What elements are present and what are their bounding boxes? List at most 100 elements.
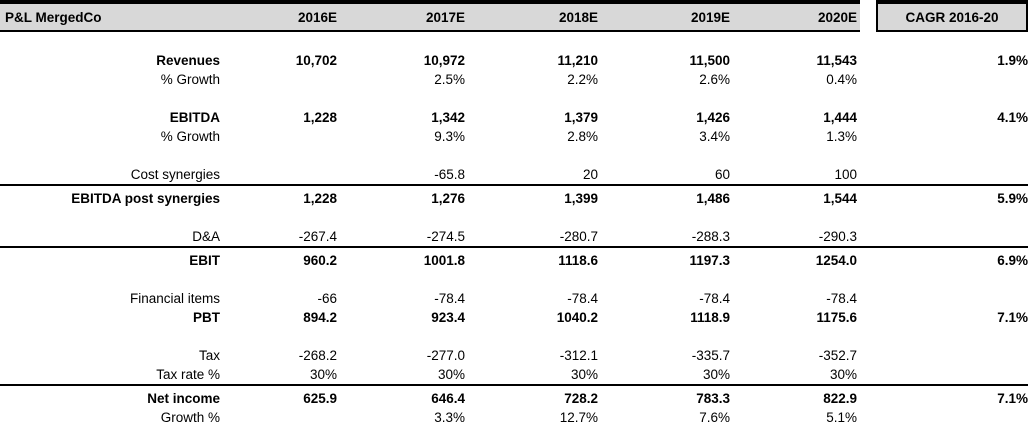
value-cell: 1197.3 [598,246,730,270]
value-cell: 5.1% [826,410,857,425]
value-cell: 1,426 [696,110,730,125]
value-cell: -78.4 [567,291,598,306]
value-cell: 1040.2 [556,310,598,325]
value-cell: -352.7 [818,348,857,363]
value-cell [220,127,337,146]
value-cell: 1,342 [431,110,465,125]
spacer-cell [0,270,1028,289]
value-cell: 10,702 [295,53,337,68]
value-cell: 1118.6 [465,246,598,270]
spacer-cell [0,32,1028,51]
row-label: % Growth [160,129,220,144]
table-row: EBIT 960.2 1001.8 1118.6 1197.3 1254.0 6.9% [0,246,1028,270]
column-header-2020e: 2020E [817,9,857,25]
cagr-cell [857,289,1028,308]
value-cell: 728.2 [465,384,598,408]
table-row: Growth % 3.3% 12.7% 7.6% 5.1% [0,408,1028,427]
cagr-cell: 1.9% [997,53,1028,68]
value-cell: -290.3 [818,229,857,244]
value-cell: 923.4 [431,310,465,325]
row-label: PBT [193,310,220,325]
value-cell: 2.2% [567,72,598,87]
table-title: P&L MergedCo [5,9,102,25]
value-cell [220,165,337,185]
value-cell: 894.2 [303,310,337,325]
value-cell: 1,228 [303,110,337,125]
table-row: Cost synergies -65.8 20 60 100 [0,165,1028,185]
value-cell: -277.0 [426,348,465,363]
table-header-row: P&L MergedCo 2016E 2017E 2018E 2019E 202… [0,0,1028,32]
row-label: Growth % [160,410,220,425]
cagr-cell: 7.1% [997,310,1028,325]
value-cell: 12.7% [559,410,598,425]
value-cell: 1118.9 [690,310,730,325]
spacer-cell [0,89,1028,108]
value-cell: 1,486 [598,184,730,208]
cagr-cell [857,365,1028,385]
value-cell: -65.8 [434,167,465,182]
spacer-row [0,146,1028,165]
spacer-cell [0,208,1028,227]
table-row: D&A -267.4 -274.5 -280.7 -288.3 -290.3 [0,227,1028,247]
value-cell: 1,544 [730,184,857,208]
row-label: Financial items [129,291,220,306]
table-row: Net income 625.9 646.4 728.2 783.3 822.9 7.1% [0,384,1028,408]
value-cell: -66 [317,291,337,306]
value-cell: 11,543 [816,53,857,68]
table-row: Tax rate % 30% 30% 30% 30% 30% [0,365,1028,385]
value-cell: -335.7 [691,348,730,363]
row-label: Cost synergies [130,167,220,182]
value-cell: -78.4 [826,291,857,306]
value-cell: 2.8% [567,129,598,144]
value-cell: 822.9 [730,384,857,408]
value-cell: 1,444 [823,110,857,125]
value-cell: 2.6% [699,72,730,87]
column-header-cagr: CAGR 2016-20 [876,0,1028,32]
cagr-cell: 5.9% [857,184,1028,208]
value-cell: 7.6% [699,410,730,425]
row-label: Tax [198,348,220,363]
spacer-row [0,208,1028,227]
cagr-cell [857,408,1028,427]
value-cell: 11,500 [689,53,730,68]
row-label: EBITDA [169,110,220,125]
value-cell: 30% [309,367,337,382]
value-cell: 625.9 [220,384,337,408]
cagr-cell [857,70,1028,89]
spacer-cell [0,146,1028,165]
value-cell: 960.2 [220,246,337,270]
row-label: % Growth [160,72,220,87]
value-cell: 1,228 [220,184,337,208]
table-row: % Growth 2.5% 2.2% 2.6% 0.4% [0,70,1028,89]
value-cell: -78.4 [699,291,730,306]
cagr-cell: 4.1% [997,110,1028,125]
value-cell: 1.3% [826,129,857,144]
value-cell: 20 [582,167,598,182]
table-row: Financial items -66 -78.4 -78.4 -78.4 -78.4 [0,289,1028,308]
value-cell: -78.4 [434,291,465,306]
cagr-cell [857,165,1028,185]
value-cell: 1,379 [564,110,598,125]
cagr-cell: 6.9% [857,246,1028,270]
value-cell: 1,399 [465,184,598,208]
pnl-body-table: Revenues 10,702 10,972 11,210 11,500 11,543 1.… [0,32,1028,427]
header-main-cell: P&L MergedCo 2016E 2017E 2018E 2019E 202… [0,0,860,32]
value-cell: 9.3% [434,129,465,144]
spacer-cell [0,327,1028,346]
table-row: % Growth 9.3% 2.8% 3.4% 1.3% [0,127,1028,146]
table-row: PBT 894.2 923.4 1040.2 1118.9 1175.6 7.1% [0,308,1028,327]
value-cell: 1,276 [337,184,465,208]
cagr-cell [857,127,1028,146]
row-label: EBITDA post synergies [0,184,220,208]
value-cell: 0.4% [826,72,857,87]
value-cell: 100 [834,167,857,182]
table-row: Tax -268.2 -277.0 -312.1 -335.7 -352.7 [0,346,1028,365]
column-header-2017e: 2017E [425,9,465,25]
spacer-row [0,32,1028,51]
value-cell: 30% [702,367,730,382]
row-label: EBIT [0,246,220,270]
column-header-2019e: 2019E [690,9,730,25]
table-row: EBITDA post synergies 1,228 1,276 1,399 1,48… [0,184,1028,208]
row-label: D&A [192,229,220,244]
